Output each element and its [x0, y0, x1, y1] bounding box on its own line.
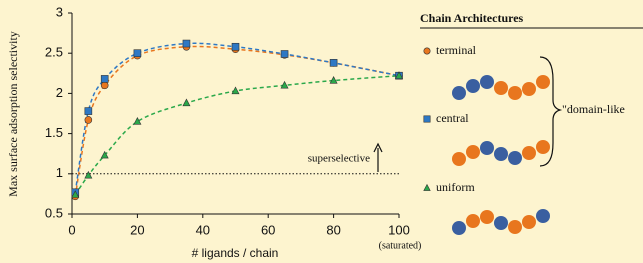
page: {"chart_data": {"type": "line", "y_label… — [0, 0, 643, 263]
central-chain — [452, 140, 550, 166]
terminal-chain — [452, 75, 550, 100]
x-tick-label: 60 — [261, 222, 275, 237]
x-axis-label: # ligands / chain — [192, 246, 279, 260]
marker — [85, 108, 92, 115]
marker — [101, 75, 108, 82]
x-tick-label: 0 — [68, 222, 75, 237]
threshold-label: superselective — [308, 152, 370, 164]
marker — [281, 51, 288, 58]
marker — [134, 50, 141, 57]
marker — [85, 116, 92, 123]
uniform-chain — [452, 209, 550, 235]
legend-label: terminal — [436, 43, 477, 57]
marker — [281, 82, 288, 89]
legend-marker — [424, 116, 430, 122]
figure: Max surface adsorption selectivity # lig… — [0, 0, 643, 263]
y-tick-label: 2.5 — [45, 45, 63, 60]
marker — [232, 43, 239, 50]
marker — [134, 118, 141, 125]
x-end-note: (saturated) — [379, 240, 422, 251]
legend-marker — [424, 48, 430, 54]
x-tick-label: 100 — [388, 222, 410, 237]
marker — [101, 151, 108, 158]
legend-label: uniform — [436, 180, 475, 194]
y-tick-label: 1 — [56, 165, 63, 180]
x-tick-label: 40 — [196, 222, 210, 237]
marker — [183, 40, 190, 47]
marker — [85, 172, 92, 179]
marker — [232, 87, 239, 94]
marker — [101, 82, 108, 89]
bead-chains — [452, 75, 550, 235]
y-tick-label: 1.5 — [45, 125, 63, 140]
y-tick-label: 0.5 — [45, 205, 63, 220]
legend-title: Chain Architectures — [420, 11, 524, 25]
y-tick-label: 2 — [56, 85, 63, 100]
x-tick-label: 80 — [326, 222, 340, 237]
marker — [183, 99, 190, 106]
y-axis-label: Max surface adsorption selectivity — [6, 31, 20, 197]
group-label: "domain-like — [562, 102, 625, 116]
legend-label: central — [436, 111, 469, 125]
legend-marker — [424, 184, 430, 190]
marker — [330, 59, 337, 66]
y-tick-label: 3 — [56, 4, 63, 19]
series-line — [75, 43, 399, 192]
x-tick-label: 20 — [130, 222, 144, 237]
